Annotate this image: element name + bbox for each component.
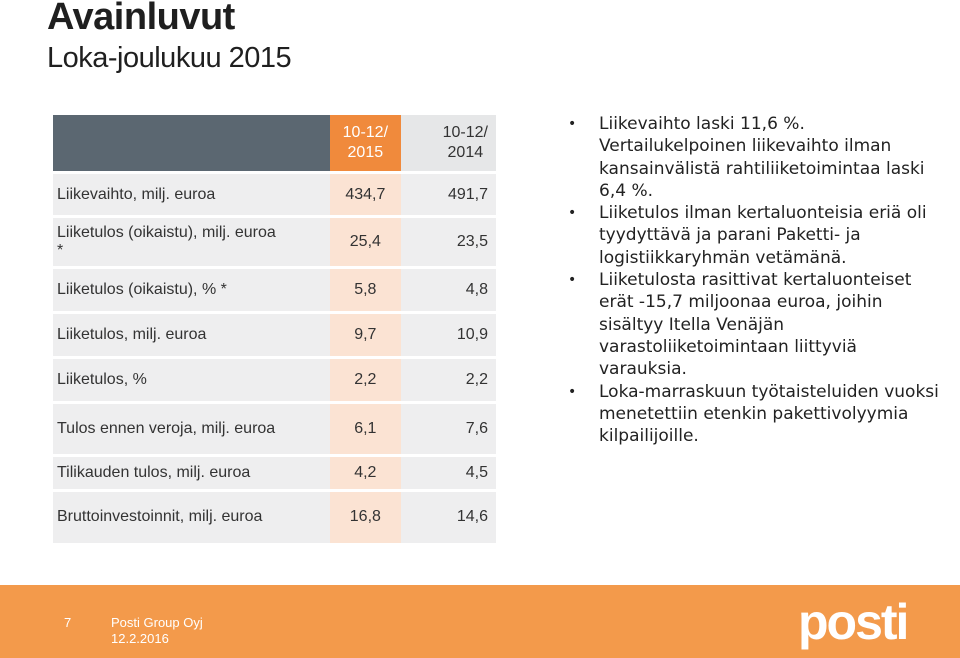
row-value-2014: 7,6	[401, 401, 496, 456]
slide-subtitle: Loka-joulukuu 2015	[47, 42, 292, 74]
row-value-2015: 2,2	[329, 356, 401, 403]
table-header-row: 10-12/ 2015 10-12/ 2014	[53, 115, 496, 173]
row-label: Bruttoinvestoinnit, milj. euroa	[53, 489, 330, 543]
row-label: Tulos ennen veroja, milj. euroa	[53, 401, 330, 456]
row-value-2015: 5,8	[329, 266, 401, 313]
row-value-2014: 23,5	[401, 215, 496, 268]
row-value-2015: 6,1	[329, 401, 401, 456]
table-row: Tilikauden tulos, milj. euroa 4,2 4,5	[53, 454, 496, 491]
row-value-2015: 434,7	[329, 171, 401, 217]
row-label: Tilikauden tulos, milj. euroa	[53, 454, 330, 491]
bullet-dot-icon: •	[568, 116, 577, 132]
bullet-dot-icon: •	[568, 205, 577, 222]
row-label: Liiketulos (oikaistu), % *	[53, 266, 330, 313]
row-value-2014: 4,5	[401, 454, 496, 491]
table-row: Bruttoinvestoinnit, milj. euroa 16,8 14,…	[53, 489, 496, 543]
list-item: • Loka-marraskuun työtaisteluiden vuoksi …	[568, 381, 939, 447]
table-row: Liiketulos (oikaistu), milj. euroa * 25,…	[53, 215, 496, 268]
table-row: Liikevaihto, milj. euroa 434,7 491,7	[53, 171, 496, 217]
posti-logo: posti	[798, 599, 909, 650]
row-value-2015: 16,8	[329, 489, 401, 543]
table-header-2014: 10-12/ 2014	[401, 115, 496, 173]
table-row: Liiketulos, milj. euroa 9,7 10,9	[53, 311, 496, 358]
company-name: Posti Group Oyj	[111, 615, 203, 630]
footer-bar: 7 Posti Group Oyj 12.2.2016 posti	[0, 585, 960, 658]
table-header-empty	[53, 115, 330, 173]
key-figures-table: 10-12/ 2015 10-12/ 2014 Liikevaihto, mil…	[53, 115, 496, 543]
table-header-2015: 10-12/ 2015	[329, 115, 401, 173]
slide-title: Avainluvut	[47, 0, 235, 38]
table-row: Tulos ennen veroja, milj. euroa 6,1 7,6	[53, 401, 496, 456]
row-value-2014: 14,6	[401, 489, 496, 543]
row-value-2015: 4,2	[329, 454, 401, 491]
highlights-list: • Liikevaihto laski 11,6 %. Vertailukelpo…	[568, 113, 948, 447]
row-value-2014: 491,7	[401, 171, 496, 217]
table-row: Liiketulos, % 2,2 2,2	[53, 356, 496, 403]
table-row: Liiketulos (oikaistu), % * 5,8 4,8	[53, 266, 496, 313]
bullet-dot-icon: •	[568, 383, 577, 400]
footer-date: 12.2.2016	[111, 631, 169, 646]
row-label: Liiketulos, %	[53, 356, 330, 403]
row-label: Liiketulos (oikaistu), milj. euroa *	[53, 215, 330, 268]
list-item: • Liiketulosta rasittivat kertaluonteiset…	[568, 270, 912, 380]
row-label: Liikevaihto, milj. euroa	[53, 171, 330, 217]
bullet-dot-icon: •	[568, 272, 577, 289]
svg-text:posti: posti	[798, 599, 907, 650]
list-item: • Liikevaihto laski 11,6 %. Vertailukelpo…	[568, 114, 925, 201]
row-value-2014: 10,9	[401, 311, 496, 358]
row-value-2015: 25,4	[329, 215, 401, 268]
row-value-2014: 4,8	[401, 266, 496, 313]
footer-info: Posti Group Oyj 12.2.2016	[111, 615, 203, 647]
list-item: • Liiketulos ilman kertaluonteisia eriä o…	[568, 203, 927, 268]
row-value-2015: 9,7	[329, 311, 401, 358]
page-number: 7	[64, 615, 72, 630]
row-label: Liiketulos, milj. euroa	[53, 311, 330, 358]
row-value-2014: 2,2	[401, 356, 496, 403]
